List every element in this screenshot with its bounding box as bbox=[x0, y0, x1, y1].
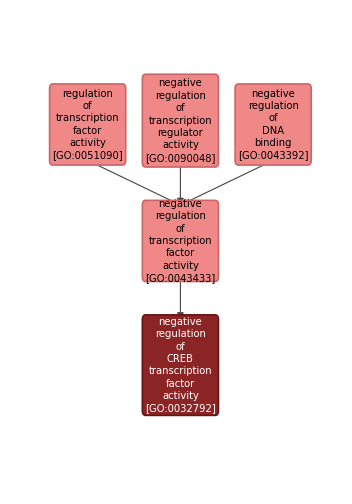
FancyBboxPatch shape bbox=[235, 84, 311, 165]
FancyBboxPatch shape bbox=[50, 84, 126, 165]
Text: negative
regulation
of
transcription
regulator
activity
[GO:0090048]: negative regulation of transcription reg… bbox=[145, 79, 215, 163]
FancyBboxPatch shape bbox=[142, 201, 219, 282]
Text: regulation
of
transcription
factor
activity
[GO:0051090]: regulation of transcription factor activ… bbox=[52, 89, 123, 160]
Text: negative
regulation
of
transcription
factor
activity
[GO:0043433]: negative regulation of transcription fac… bbox=[145, 199, 215, 283]
FancyBboxPatch shape bbox=[142, 74, 219, 167]
Text: negative
regulation
of
DNA
binding
[GO:0043392]: negative regulation of DNA binding [GO:0… bbox=[238, 89, 308, 160]
FancyBboxPatch shape bbox=[142, 315, 219, 415]
Text: negative
regulation
of
CREB
transcription
factor
activity
[GO:0032792]: negative regulation of CREB transcriptio… bbox=[145, 317, 216, 413]
